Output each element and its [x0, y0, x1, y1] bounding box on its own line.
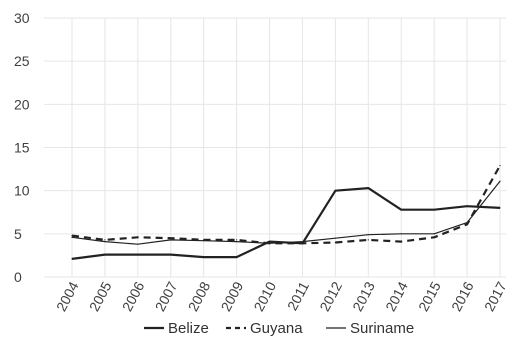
- x-tick-label: 2017: [481, 279, 510, 314]
- x-tick-label: 2015: [415, 279, 444, 314]
- y-axis-tick-labels: 0 5 10 15 20 25 30: [14, 10, 30, 285]
- series-line-guyana: [71, 165, 501, 245]
- data-point-belize: [236, 256, 238, 258]
- data-point-suriname: [104, 241, 106, 243]
- x-axis-tick-labels: 2004 2005 2006 2007 2008 2009 2010 2011 2012 2013…: [53, 279, 510, 314]
- data-point-guyana: [433, 236, 435, 238]
- data-point-suriname: [301, 241, 304, 243]
- data-point-belize: [137, 253, 139, 256]
- data-point-guyana: [400, 241, 402, 243]
- x-tick-label: 2008: [185, 279, 214, 314]
- data-point-suriname: [499, 180, 501, 182]
- data-point-suriname: [367, 234, 369, 236]
- x-tick-label: 2013: [349, 279, 378, 314]
- data-point-suriname: [170, 239, 172, 241]
- x-tick-label: 2014: [382, 279, 411, 314]
- data-point-belize: [499, 207, 501, 209]
- x-tick-label: 2004: [53, 279, 82, 314]
- legend-label-guyana: Guyana: [250, 320, 303, 337]
- data-point-belize: [466, 205, 468, 207]
- x-tick-label: 2010: [250, 279, 279, 314]
- data-point-belize: [367, 187, 369, 189]
- data-point-belize: [400, 209, 402, 211]
- x-tick-label: 2016: [448, 279, 477, 314]
- x-tick-label: 2009: [218, 279, 247, 314]
- data-point-belize: [433, 209, 435, 211]
- series-line-belize: [71, 187, 501, 260]
- data-point-suriname: [268, 242, 271, 244]
- series-line-suriname: [71, 180, 501, 245]
- data-point-suriname: [203, 240, 205, 242]
- series-lines: [71, 165, 501, 260]
- data-point-suriname: [466, 222, 468, 224]
- data-point-guyana: [334, 241, 336, 244]
- y-tick-label: 30: [14, 10, 30, 26]
- data-point-guyana: [137, 236, 139, 238]
- data-point-belize: [334, 190, 336, 192]
- y-tick-label: 20: [14, 96, 30, 112]
- data-point-guyana: [367, 239, 369, 241]
- data-point-guyana: [104, 239, 106, 241]
- data-point-guyana: [71, 234, 73, 237]
- data-point-suriname: [137, 243, 139, 245]
- data-point-guyana: [466, 223, 468, 225]
- y-tick-label: 25: [14, 53, 30, 69]
- x-tick-label: 2006: [119, 279, 148, 314]
- y-tick-label: 15: [14, 140, 30, 156]
- data-point-guyana: [170, 237, 172, 239]
- y-tick-label: 5: [14, 226, 22, 242]
- legend-label-suriname: Suriname: [350, 320, 414, 337]
- data-point-belize: [268, 241, 271, 243]
- data-point-suriname: [236, 241, 238, 243]
- data-point-suriname: [400, 233, 402, 235]
- data-point-belize: [170, 253, 172, 256]
- legend-label-belize: Belize: [168, 320, 209, 337]
- data-point-belize: [71, 258, 73, 260]
- data-point-guyana: [301, 242, 304, 244]
- gridlines: [44, 17, 506, 278]
- y-tick-label: 10: [14, 183, 30, 199]
- x-tick-label: 2007: [152, 279, 181, 314]
- x-tick-label: 2011: [284, 279, 312, 313]
- data-point-belize: [203, 256, 205, 258]
- data-point-suriname: [71, 236, 73, 238]
- x-tick-label: 2012: [316, 279, 345, 314]
- data-point-guyana: [499, 165, 501, 167]
- legend: Belize Guyana Suriname: [144, 320, 414, 337]
- data-point-suriname: [334, 237, 336, 239]
- y-tick-label: 0: [14, 269, 22, 285]
- data-point-belize: [104, 253, 106, 256]
- x-tick-label: 2005: [86, 279, 115, 314]
- data-point-guyana: [236, 239, 238, 241]
- data-point-suriname: [433, 233, 435, 235]
